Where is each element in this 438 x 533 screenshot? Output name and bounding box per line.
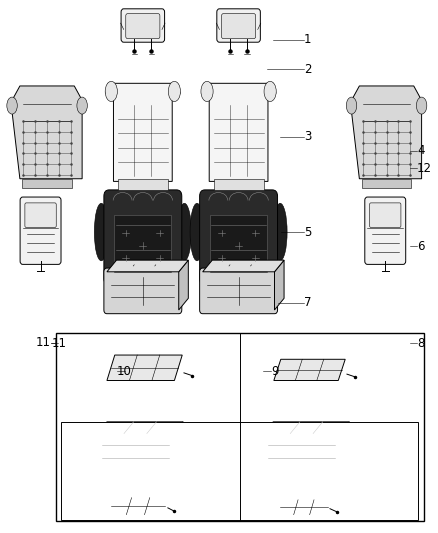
FancyBboxPatch shape bbox=[370, 203, 401, 228]
FancyBboxPatch shape bbox=[104, 268, 182, 314]
FancyBboxPatch shape bbox=[217, 9, 260, 42]
Polygon shape bbox=[203, 260, 284, 272]
Polygon shape bbox=[264, 422, 350, 433]
Text: 7: 7 bbox=[304, 296, 311, 309]
Text: 1: 1 bbox=[304, 33, 311, 46]
Polygon shape bbox=[352, 86, 422, 179]
Ellipse shape bbox=[190, 203, 204, 261]
FancyBboxPatch shape bbox=[200, 190, 278, 285]
FancyBboxPatch shape bbox=[365, 197, 406, 264]
Bar bbox=[214, 179, 264, 190]
FancyBboxPatch shape bbox=[25, 203, 56, 228]
Polygon shape bbox=[275, 260, 284, 310]
Polygon shape bbox=[106, 83, 180, 181]
Ellipse shape bbox=[94, 203, 108, 261]
Ellipse shape bbox=[177, 203, 191, 261]
FancyBboxPatch shape bbox=[261, 430, 343, 477]
Polygon shape bbox=[201, 83, 276, 181]
Text: 5: 5 bbox=[304, 225, 311, 239]
Text: 11: 11 bbox=[51, 337, 67, 350]
FancyBboxPatch shape bbox=[210, 215, 267, 272]
Ellipse shape bbox=[7, 97, 17, 114]
Polygon shape bbox=[108, 498, 168, 515]
FancyBboxPatch shape bbox=[200, 268, 278, 314]
Bar bbox=[22, 179, 72, 188]
Ellipse shape bbox=[417, 97, 427, 114]
Polygon shape bbox=[179, 260, 188, 310]
Text: 10: 10 bbox=[117, 365, 131, 378]
Ellipse shape bbox=[273, 203, 287, 261]
Text: 2: 2 bbox=[304, 63, 311, 76]
Polygon shape bbox=[173, 422, 183, 473]
Ellipse shape bbox=[346, 97, 357, 114]
Bar bbox=[56, 333, 424, 521]
FancyBboxPatch shape bbox=[126, 14, 160, 38]
Polygon shape bbox=[12, 86, 82, 179]
Polygon shape bbox=[107, 260, 188, 272]
Text: 11: 11 bbox=[35, 336, 50, 349]
Text: 9: 9 bbox=[271, 365, 279, 378]
Text: 3: 3 bbox=[304, 130, 311, 143]
FancyBboxPatch shape bbox=[222, 14, 256, 38]
FancyBboxPatch shape bbox=[104, 190, 182, 285]
FancyBboxPatch shape bbox=[94, 430, 177, 477]
Ellipse shape bbox=[168, 82, 180, 101]
Ellipse shape bbox=[264, 82, 276, 101]
Text: 12: 12 bbox=[417, 162, 432, 175]
Bar bbox=[61, 422, 418, 520]
Text: 8: 8 bbox=[417, 337, 424, 350]
Polygon shape bbox=[97, 422, 183, 433]
Ellipse shape bbox=[105, 82, 117, 101]
FancyBboxPatch shape bbox=[114, 215, 171, 272]
Ellipse shape bbox=[77, 97, 87, 114]
Bar bbox=[362, 179, 411, 188]
Bar bbox=[118, 179, 168, 190]
Ellipse shape bbox=[201, 82, 213, 101]
FancyBboxPatch shape bbox=[121, 9, 165, 42]
Polygon shape bbox=[274, 359, 345, 381]
Polygon shape bbox=[107, 355, 182, 381]
Text: 4: 4 bbox=[417, 144, 424, 157]
FancyBboxPatch shape bbox=[20, 197, 61, 264]
Polygon shape bbox=[278, 500, 330, 515]
Polygon shape bbox=[340, 422, 350, 473]
Text: 6: 6 bbox=[417, 240, 424, 253]
